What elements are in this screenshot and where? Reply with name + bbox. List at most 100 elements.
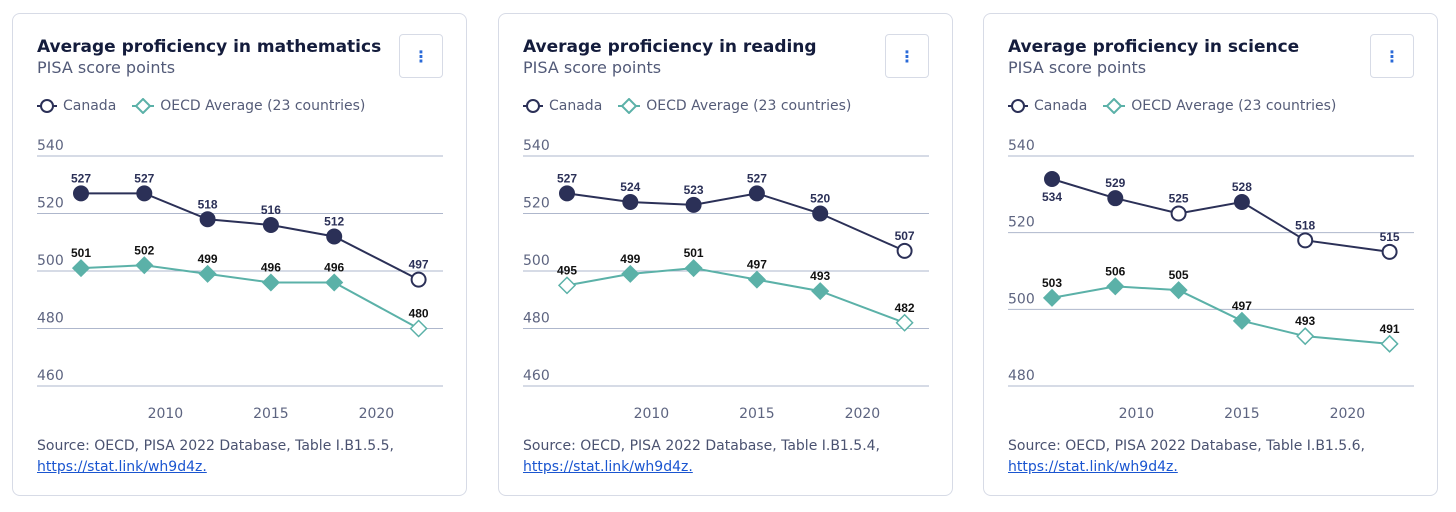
y-tick-label: 520 xyxy=(1008,215,1035,231)
canada-point[interactable] xyxy=(262,217,279,233)
data-label: 505 xyxy=(1169,268,1189,282)
canada-point[interactable] xyxy=(685,196,702,213)
canada-line xyxy=(566,192,906,252)
data-label: 496 xyxy=(324,261,344,275)
data-label: 518 xyxy=(1295,218,1315,232)
chart-menu-button[interactable]: ⋮ xyxy=(1370,34,1414,78)
oecd-point[interactable] xyxy=(895,313,914,332)
more-vertical-icon: ⋮ xyxy=(899,46,915,66)
chart-source: Source: OECD, PISA 2022 Database, Table … xyxy=(37,436,394,478)
y-tick-label: 540 xyxy=(1008,138,1035,154)
legend-label: OECD Average (23 countries) xyxy=(1131,98,1337,114)
oecd-point[interactable] xyxy=(684,259,703,278)
legend-circle-icon xyxy=(1008,99,1028,113)
source-text: Source: OECD, PISA 2022 Database, Table … xyxy=(37,438,395,454)
canada-point[interactable] xyxy=(1233,194,1250,210)
x-tick-label: 2020 xyxy=(845,406,881,422)
oecd-point[interactable] xyxy=(325,273,344,292)
line-chart: 540 520 500 480 2010 2015 2020 534 529 525 528 518 5… xyxy=(1008,138,1414,422)
oecd-point[interactable] xyxy=(1042,288,1062,307)
oecd-point[interactable] xyxy=(409,319,428,338)
chart-subtitle: PISA score points xyxy=(1008,58,1147,77)
oecd-point[interactable] xyxy=(261,273,280,292)
canada-point[interactable] xyxy=(1170,205,1187,222)
oecd-point[interactable] xyxy=(1380,334,1399,353)
canada-point[interactable] xyxy=(1297,232,1314,249)
y-tick-label: 500 xyxy=(523,253,550,269)
chart-source: Source: OECD, PISA 2022 Database, Table … xyxy=(523,436,880,478)
chart-menu-button[interactable]: ⋮ xyxy=(885,34,929,78)
chart-title: Average proficiency in science xyxy=(1008,37,1300,57)
canada-point[interactable] xyxy=(326,228,343,245)
oecd-point[interactable] xyxy=(71,259,91,278)
data-label: 515 xyxy=(1380,230,1400,244)
oecd-point[interactable] xyxy=(1296,327,1315,346)
x-tick-label: 2015 xyxy=(739,406,775,422)
canada-point[interactable] xyxy=(748,185,765,202)
data-label: 507 xyxy=(895,229,915,243)
data-label: 493 xyxy=(810,269,830,283)
canada-point[interactable] xyxy=(410,271,427,288)
canada-point[interactable] xyxy=(199,211,216,228)
canada-point[interactable] xyxy=(622,194,639,210)
oecd-point[interactable] xyxy=(747,270,766,289)
oecd-point[interactable] xyxy=(557,276,577,295)
data-label: 529 xyxy=(1105,176,1125,190)
legend-circle-icon xyxy=(37,99,57,113)
y-tick-label: 520 xyxy=(37,196,64,212)
legend-label: Canada xyxy=(63,98,117,114)
data-label: 527 xyxy=(747,171,767,185)
data-label: 496 xyxy=(261,261,281,275)
x-tick-label: 2010 xyxy=(634,406,670,422)
legend-item-oecd[interactable]: OECD Average (23 countries) xyxy=(618,98,851,114)
chart-subtitle: PISA score points xyxy=(523,58,662,77)
source-link[interactable]: https://stat.link/wh9d4z. xyxy=(37,459,207,475)
data-label: 482 xyxy=(895,301,915,315)
canada-point[interactable] xyxy=(136,185,153,202)
canada-point[interactable] xyxy=(896,242,913,259)
data-label: 491 xyxy=(1380,322,1400,336)
oecd-point[interactable] xyxy=(1232,311,1251,330)
legend-item-canada[interactable]: Canada xyxy=(1008,98,1087,114)
canada-point[interactable] xyxy=(73,185,89,202)
legend-item-oecd[interactable]: OECD Average (23 countries) xyxy=(132,98,365,114)
legend-label: OECD Average (23 countries) xyxy=(160,98,366,114)
chart-card-science: Average proficiency in science PISA scor… xyxy=(983,13,1438,496)
canada-point[interactable] xyxy=(1107,190,1124,207)
line-chart: 540 520 500 480 460 2010 2015 2020 527 527 518 516 5… xyxy=(37,138,443,422)
legend-item-canada[interactable]: Canada xyxy=(523,98,602,114)
data-label: 480 xyxy=(409,307,429,321)
legend-item-canada[interactable]: Canada xyxy=(37,98,116,114)
oecd-point[interactable] xyxy=(1106,277,1125,296)
chart-menu-button[interactable]: ⋮ xyxy=(399,34,443,78)
oecd-point[interactable] xyxy=(198,264,217,283)
y-tick-label: 520 xyxy=(523,196,550,212)
data-label: 493 xyxy=(1295,314,1315,328)
oecd-point[interactable] xyxy=(135,256,154,275)
x-tick-label: 2015 xyxy=(253,406,289,422)
canada-point[interactable] xyxy=(1381,243,1398,260)
x-tick-label: 2020 xyxy=(359,406,395,422)
chart-source: Source: OECD, PISA 2022 Database, Table … xyxy=(1008,436,1365,478)
data-label: 497 xyxy=(1232,299,1252,313)
source-link[interactable]: https://stat.link/wh9d4z. xyxy=(1008,459,1178,475)
legend-label: Canada xyxy=(549,98,603,114)
legend-item-oecd[interactable]: OECD Average (23 countries) xyxy=(1103,98,1336,114)
chart-card-mathematics: Average proficiency in mathematics PISA … xyxy=(12,13,467,496)
oecd-point[interactable] xyxy=(811,282,830,301)
legend-diamond-icon xyxy=(1103,98,1126,114)
canada-point[interactable] xyxy=(812,205,829,222)
canada-point[interactable] xyxy=(1044,171,1060,187)
source-link[interactable]: https://stat.link/wh9d4z. xyxy=(523,459,693,475)
data-label: 497 xyxy=(409,258,429,272)
data-label: 527 xyxy=(71,171,91,185)
oecd-point[interactable] xyxy=(621,264,640,283)
data-label: 495 xyxy=(557,263,577,277)
canada-point[interactable] xyxy=(559,185,575,202)
chart-title: Average proficiency in reading xyxy=(523,37,817,57)
data-label: 527 xyxy=(134,171,154,185)
oecd-point[interactable] xyxy=(1169,281,1188,300)
chart-legend: Canada OECD Average (23 countries) xyxy=(1008,98,1346,114)
canada-line xyxy=(1051,178,1390,253)
y-tick-label: 480 xyxy=(523,311,550,327)
